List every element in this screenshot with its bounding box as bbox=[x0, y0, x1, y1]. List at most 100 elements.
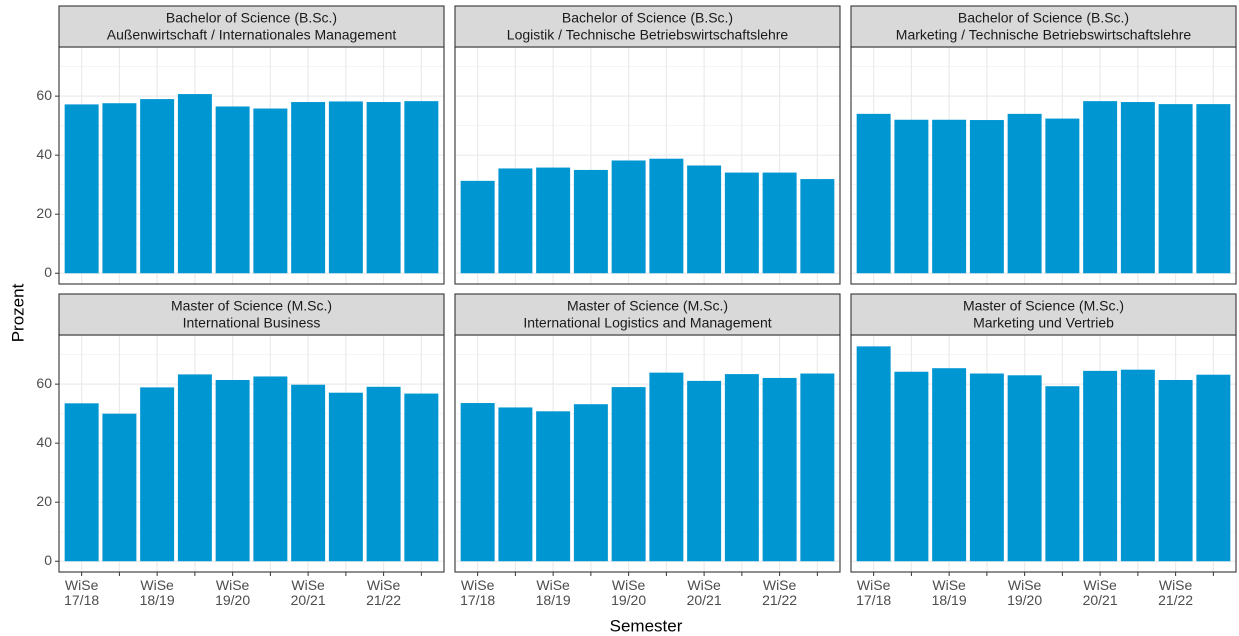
bar bbox=[1083, 101, 1118, 274]
strip-title: International Business bbox=[183, 315, 321, 331]
y-axis-title: Prozent bbox=[8, 283, 27, 342]
bar bbox=[649, 372, 684, 562]
bar bbox=[724, 374, 759, 562]
bar bbox=[404, 393, 439, 562]
bar bbox=[932, 119, 967, 274]
bar bbox=[1120, 102, 1155, 274]
y-tick-label: 0 bbox=[44, 552, 52, 568]
x-tick-label: WiSe 17/18 bbox=[64, 577, 100, 608]
strip bbox=[58, 293, 445, 336]
bar bbox=[573, 404, 608, 562]
bar bbox=[102, 413, 137, 562]
bar bbox=[140, 99, 175, 274]
bar bbox=[932, 368, 967, 562]
bar bbox=[328, 101, 363, 274]
strip bbox=[850, 293, 1237, 336]
strip-title: Logistik / Technische Betriebswirtschaft… bbox=[507, 27, 789, 43]
strip-title: Bachelor of Science (B.Sc.) bbox=[958, 10, 1129, 26]
x-tick-label: WiSe 21/22 bbox=[762, 577, 798, 608]
x-tick-label: WiSe 20/21 bbox=[686, 577, 722, 608]
y-tick-label: 60 bbox=[36, 87, 52, 103]
bar bbox=[611, 387, 646, 562]
x-tick-label: WiSe 18/19 bbox=[931, 577, 967, 608]
bar bbox=[1158, 104, 1193, 274]
x-tick-label: WiSe 17/18 bbox=[460, 577, 496, 608]
y-tick-label: 20 bbox=[36, 493, 52, 509]
bar bbox=[1007, 113, 1042, 274]
x-tick-label: WiSe 19/20 bbox=[215, 577, 251, 608]
bar bbox=[291, 102, 326, 274]
bar bbox=[177, 374, 212, 562]
y-tick-label: 40 bbox=[36, 434, 52, 450]
bar bbox=[762, 377, 797, 562]
bar bbox=[253, 108, 288, 274]
strip-title: Bachelor of Science (B.Sc.) bbox=[562, 10, 733, 26]
strip-title: Master of Science (M.Sc.) bbox=[567, 298, 728, 314]
strip-title: Master of Science (M.Sc.) bbox=[171, 298, 332, 314]
bar bbox=[328, 392, 363, 562]
bar bbox=[460, 403, 495, 562]
y-tick-label: 20 bbox=[36, 205, 52, 221]
x-tick-label: WiSe 21/22 bbox=[366, 577, 402, 608]
bar bbox=[498, 168, 533, 274]
bar bbox=[856, 113, 891, 274]
bar bbox=[856, 346, 891, 562]
bar bbox=[215, 380, 250, 562]
bar bbox=[969, 373, 1004, 562]
bar bbox=[649, 158, 684, 274]
bar bbox=[102, 103, 137, 274]
x-tick-label: WiSe 18/19 bbox=[535, 577, 571, 608]
bar bbox=[724, 172, 759, 274]
x-tick-label: WiSe 17/18 bbox=[856, 577, 892, 608]
y-tick-label: 40 bbox=[36, 146, 52, 162]
x-axis-title: Semester bbox=[610, 616, 683, 635]
x-tick-label: WiSe 19/20 bbox=[611, 577, 647, 608]
bar bbox=[762, 172, 797, 274]
strip-title: Außenwirtschaft / Internationales Manage… bbox=[107, 27, 397, 43]
bar bbox=[64, 403, 99, 562]
bar bbox=[969, 120, 1004, 274]
strip-title: Master of Science (M.Sc.) bbox=[963, 298, 1124, 314]
bar bbox=[800, 373, 835, 562]
bar bbox=[800, 179, 835, 274]
bar bbox=[687, 380, 722, 562]
bar bbox=[498, 407, 533, 562]
bar bbox=[366, 102, 401, 274]
x-tick-label: WiSe 20/21 bbox=[1082, 577, 1118, 608]
bar bbox=[611, 160, 646, 274]
bar bbox=[573, 169, 608, 274]
x-tick-label: WiSe 21/22 bbox=[1158, 577, 1194, 608]
strip-title: Bachelor of Science (B.Sc.) bbox=[166, 10, 337, 26]
bar bbox=[64, 104, 99, 274]
bar bbox=[1083, 370, 1118, 562]
y-tick-label: 0 bbox=[44, 264, 52, 280]
x-tick-label: WiSe 18/19 bbox=[139, 577, 175, 608]
strip-title: International Logistics and Management bbox=[523, 315, 771, 331]
bar bbox=[1007, 375, 1042, 562]
x-tick-label: WiSe 19/20 bbox=[1007, 577, 1043, 608]
bar bbox=[1120, 369, 1155, 562]
y-tick-label: 60 bbox=[36, 375, 52, 391]
strip bbox=[454, 5, 841, 48]
bar bbox=[1196, 104, 1231, 274]
bar bbox=[460, 180, 495, 274]
bar bbox=[536, 167, 571, 274]
strip bbox=[454, 293, 841, 336]
x-tick-label: WiSe 20/21 bbox=[290, 577, 326, 608]
bar bbox=[366, 386, 401, 562]
strip bbox=[58, 5, 445, 48]
bar bbox=[687, 165, 722, 274]
strip bbox=[850, 5, 1237, 48]
strip-title: Marketing / Technische Betriebswirtschaf… bbox=[896, 27, 1192, 43]
bar bbox=[1045, 118, 1080, 274]
bar bbox=[894, 119, 929, 274]
bar bbox=[536, 411, 571, 562]
strip-title: Marketing und Vertrieb bbox=[973, 315, 1114, 331]
bar bbox=[404, 101, 439, 274]
bar bbox=[1045, 386, 1080, 562]
bar bbox=[177, 94, 212, 274]
bar bbox=[1196, 374, 1231, 562]
bar bbox=[215, 106, 250, 274]
